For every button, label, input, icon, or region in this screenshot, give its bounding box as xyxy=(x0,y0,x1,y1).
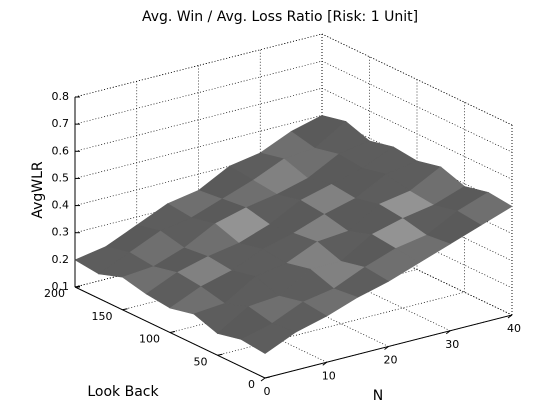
z-axis-label: AvgWLR xyxy=(30,161,46,219)
z-tick-label: 0.4 xyxy=(52,199,70,212)
grid-line xyxy=(74,87,323,152)
tick-mark xyxy=(260,377,266,382)
z-tick-label: 0.3 xyxy=(52,226,70,239)
tick-mark xyxy=(507,314,513,319)
z-tick-label: 0.5 xyxy=(52,171,70,184)
x-axis-label: N xyxy=(373,388,383,404)
x-tick-label: 30 xyxy=(445,338,459,351)
y-tick-label: 150 xyxy=(92,310,113,323)
z-tick-label: 0.6 xyxy=(52,144,70,157)
x-tick-label: 0 xyxy=(264,385,271,398)
y-tick-label: 0 xyxy=(248,378,255,391)
surface-patch xyxy=(240,323,297,354)
tick-mark xyxy=(217,353,223,356)
grid-line xyxy=(74,142,323,206)
z-tick-label: 0.1 xyxy=(52,280,70,293)
y-tick-label: 200 xyxy=(44,287,65,300)
grid-line xyxy=(264,314,513,379)
tick-mark xyxy=(445,330,451,335)
tick-mark xyxy=(322,361,328,366)
y-axis-label: Look Back xyxy=(87,384,159,400)
grid-line xyxy=(74,33,323,98)
x-tick-label: 10 xyxy=(322,369,336,382)
tick-mark xyxy=(264,376,271,379)
tick-mark xyxy=(122,308,128,311)
z-tick-label: 0.8 xyxy=(52,90,70,103)
y-tick-label: 50 xyxy=(194,355,208,368)
tick-mark xyxy=(169,331,176,333)
chart-title: Avg. Win / Avg. Loss Ratio [Risk: 1 Unit… xyxy=(142,9,418,25)
x-tick-label: 20 xyxy=(384,354,398,367)
tick-mark xyxy=(74,285,81,288)
grid-line xyxy=(74,60,323,125)
grid-line xyxy=(74,115,323,179)
z-tick-label: 0.7 xyxy=(52,117,70,130)
y-tick-label: 100 xyxy=(139,333,160,346)
x-tick-label: 40 xyxy=(507,322,521,335)
z-tick-label: 0.2 xyxy=(52,253,70,266)
grid-line xyxy=(74,169,323,234)
